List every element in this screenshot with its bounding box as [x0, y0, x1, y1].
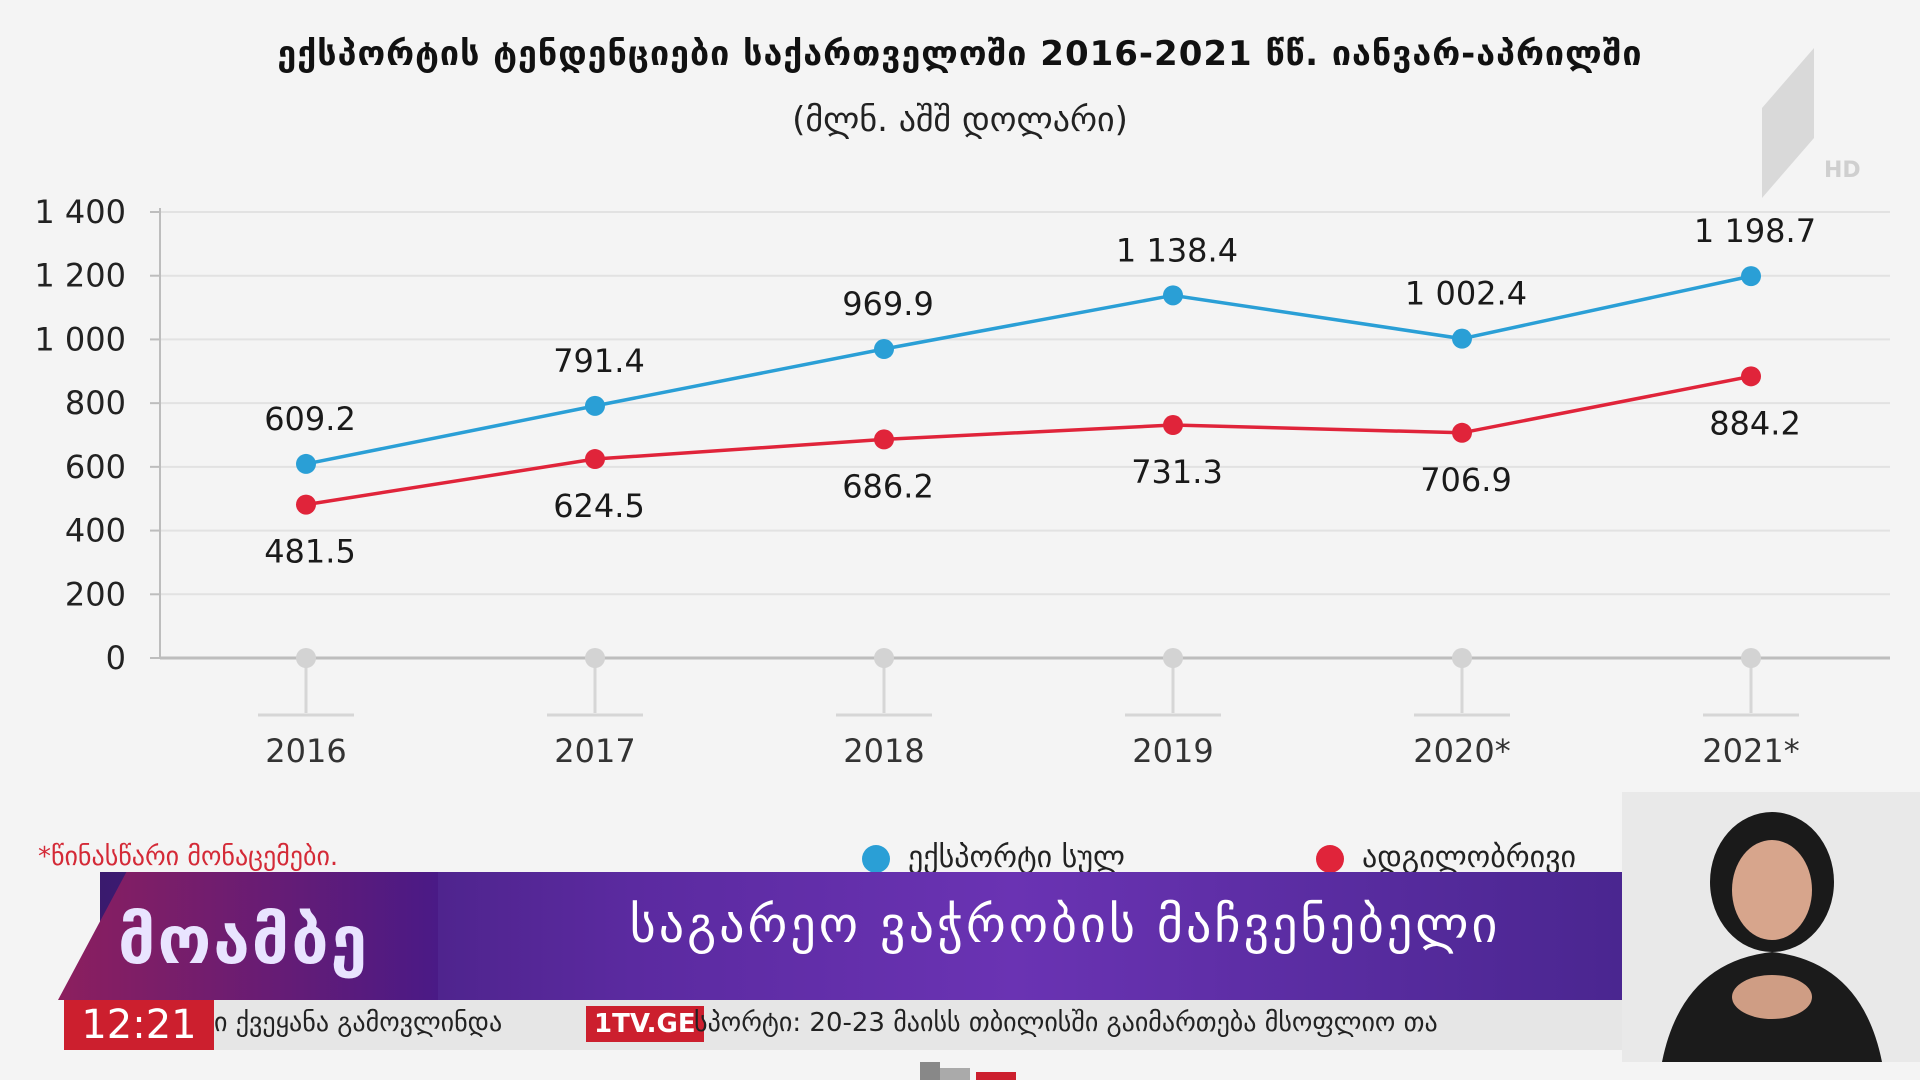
clock: 12:21 [64, 1000, 214, 1050]
legend-label-total: ექსპორტი სულ [908, 840, 1125, 875]
data-point [1163, 285, 1183, 306]
y-tick-label: 0 [106, 639, 126, 677]
sign-language-interpreter [1622, 792, 1920, 1062]
program-logo-plate [58, 872, 438, 1000]
legend-item-domestic: ადგილობრივი [1316, 840, 1576, 875]
interpreter-silhouette-icon [1622, 792, 1920, 1062]
y-tick-label: 1 000 [34, 320, 126, 358]
x-tick-label: 2016 [265, 732, 346, 770]
channel-logo-icon [1762, 48, 1814, 198]
hd-badge: HD [1824, 158, 1861, 183]
data-point [1452, 328, 1472, 349]
y-tick-label: 1 400 [34, 193, 126, 231]
line-chart: 0 200 400 600 800 1 000 1 200 1 400 2016 2017 2018… [34, 193, 1890, 770]
data-label: 481.5 [264, 533, 356, 571]
ticker-text-previous: ი ქვეყანა გამოვლინდა [214, 1008, 503, 1038]
y-tick-label: 400 [65, 512, 126, 550]
data-label: 1 138.4 [1116, 231, 1238, 269]
program-logo-text: მოამბე [118, 902, 370, 979]
x-tick-label: 2020* [1413, 732, 1510, 770]
y-tick-label: 200 [65, 575, 126, 613]
data-label: 969.9 [842, 285, 934, 323]
data-point [1741, 266, 1761, 287]
ticker-badge: 1TV.GE [586, 1006, 704, 1042]
data-label: 1 002.4 [1405, 275, 1527, 313]
legend-marker-domestic [1316, 844, 1344, 873]
legend-marker-total [862, 844, 890, 873]
chart-subtitle: (მლნ. აშშ დოლარი) [792, 100, 1128, 140]
legend-item-total: ექსპორტი სულ [862, 840, 1125, 875]
chart-title: ექსპორტის ტენდენციები საქართველოში 2016-… [277, 34, 1643, 74]
data-point [1452, 422, 1472, 443]
x-tick-dot [1741, 648, 1761, 668]
banner-headline: საგარეო ვაჭრობის მაჩვენებელი [629, 896, 1501, 954]
data-label: 624.5 [553, 487, 645, 525]
x-tick-label: 2021* [1702, 732, 1799, 770]
data-point [1741, 366, 1761, 387]
data-point [1163, 415, 1183, 436]
data-point [585, 395, 605, 416]
data-label: 706.9 [1420, 461, 1512, 499]
data-label: 791.4 [553, 342, 645, 380]
ticker-text-current: სპორტი: 20-23 მაისს თბილისში გაიმართება … [694, 1008, 1438, 1038]
data-label: 731.3 [1131, 453, 1223, 491]
bottom-decoration [920, 1062, 1016, 1080]
data-point [296, 494, 316, 515]
series-line [305, 274, 1752, 466]
x-tick-dot [874, 648, 894, 668]
data-label: 1 198.7 [1694, 212, 1816, 250]
data-point [585, 449, 605, 470]
x-tick-label: 2017 [554, 732, 635, 770]
x-tick-dot [296, 648, 316, 668]
x-tick-label: 2018 [843, 732, 924, 770]
y-tick-label: 800 [65, 384, 126, 422]
x-tick-dot [1452, 648, 1472, 668]
data-point [296, 453, 316, 474]
x-tick-label: 2019 [1132, 732, 1213, 770]
data-point [874, 429, 894, 450]
data-point [874, 339, 894, 360]
series-line [305, 374, 1752, 507]
data-label: 884.2 [1709, 404, 1801, 442]
data-label: 686.2 [842, 467, 934, 505]
news-ticker: ი ქვეყანა გამოვლინდა 1TV.GE სპორტი: 20-2… [214, 1000, 1622, 1050]
footnote: *წინასწარი მონაცემები. [38, 842, 339, 872]
data-label: 609.2 [264, 400, 356, 438]
x-tick-dot [1163, 648, 1183, 668]
y-tick-label: 600 [65, 448, 126, 486]
legend-label-domestic: ადგილობრივი [1362, 840, 1577, 875]
y-tick-label: 1 200 [34, 257, 126, 295]
x-tick-dot [585, 648, 605, 668]
